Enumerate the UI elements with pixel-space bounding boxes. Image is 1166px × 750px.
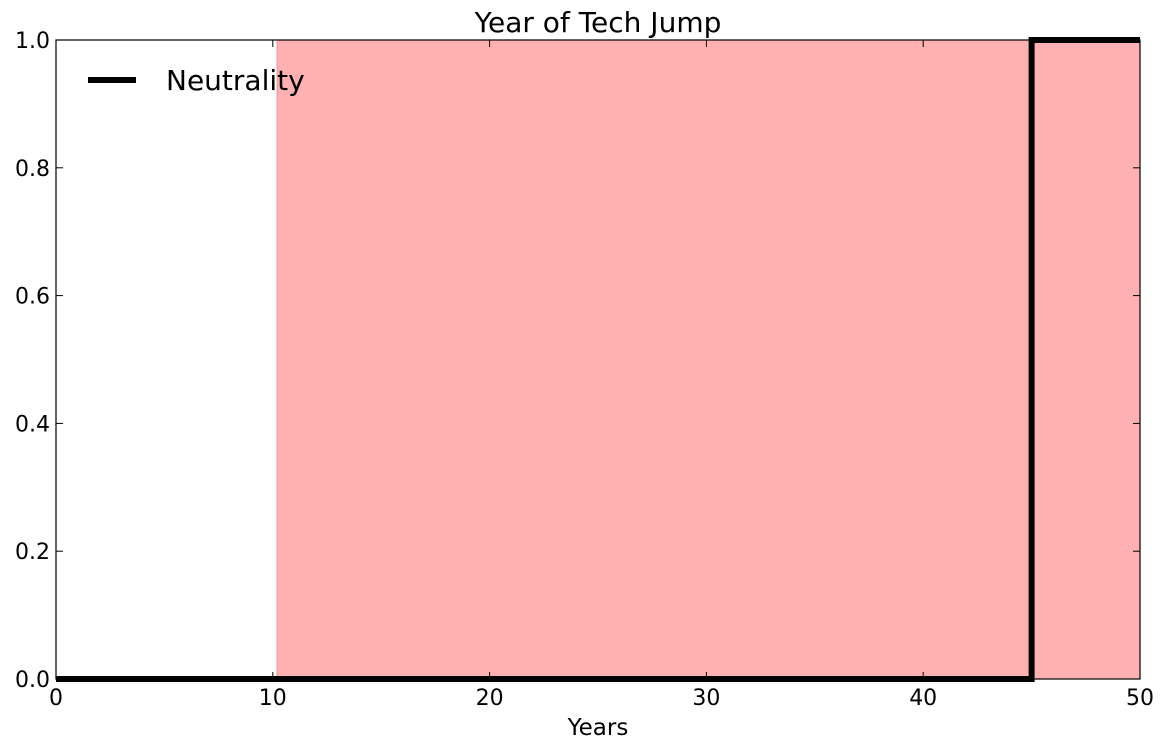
x-tick-label: 30 (692, 686, 720, 711)
y-tick-label: 0.4 (15, 412, 50, 437)
x-tick-label: 10 (259, 686, 287, 711)
shaded-region (277, 40, 1140, 679)
y-tick-label: 1.0 (15, 29, 50, 54)
y-tick-label: 0.0 (15, 668, 50, 693)
y-tick-label: 0.2 (15, 540, 50, 565)
plot-frame (55, 39, 1141, 680)
y-tick-label: 0.8 (15, 157, 50, 182)
plot-area: 0 10 20 30 40 50 0.0 0.2 0.4 0.6 0.8 1.0 (15, 29, 1154, 711)
x-axis-label: Years (567, 715, 629, 741)
legend-label: Neutrality (166, 64, 305, 97)
x-tick-label: 50 (1126, 686, 1154, 711)
chart-title: Year of Tech Jump (474, 6, 722, 39)
x-tick-label: 0 (49, 686, 63, 711)
legend: Neutrality (88, 64, 305, 97)
y-tick-label: 0.6 (15, 285, 50, 310)
x-tick-label: 40 (909, 686, 937, 711)
x-tick-label: 20 (476, 686, 504, 711)
